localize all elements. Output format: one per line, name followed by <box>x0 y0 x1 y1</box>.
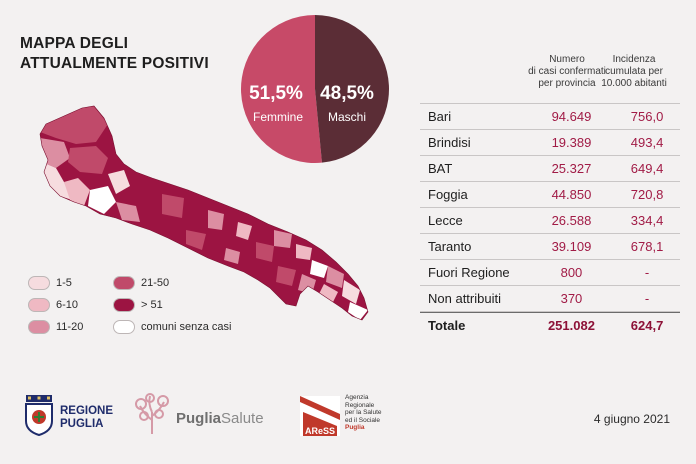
legend-swatch <box>113 320 135 334</box>
map-area <box>276 266 296 286</box>
map-area <box>256 242 274 262</box>
map-area <box>108 170 130 194</box>
province-table: Bari 94.649 756,0 Brindisi 19.389 493,4 BAT 2… <box>420 103 680 338</box>
title-line-2: ATTUALMENTE POSITIVI <box>20 55 209 72</box>
map-area <box>318 284 338 304</box>
aress-text: Agenzia Regionale per la Salute ed il So… <box>345 394 382 431</box>
gender-pie-chart: 51,5% Femmine 48,5% Maschi <box>241 15 390 163</box>
map-area <box>274 230 292 248</box>
legend-item-no-cases: comuni senza casi <box>113 320 232 334</box>
map-area <box>326 266 344 288</box>
column-header-cases: Numero di casi confermati per provincia <box>528 54 606 89</box>
legend-item-over-51: > 51 <box>113 298 163 312</box>
report-date: 4 giugno 2021 <box>593 412 670 426</box>
legend-item-11-20: 11-20 <box>28 320 83 334</box>
legend-item-1-5: 1-5 <box>28 276 72 290</box>
map-area <box>236 222 252 240</box>
puglia-salute-text: PugliaSalute <box>176 410 264 427</box>
map-area <box>296 244 312 260</box>
aress-mark-icon: AReSS <box>300 396 340 436</box>
svg-text:AReSS: AReSS <box>305 426 335 436</box>
map-area <box>342 280 360 304</box>
map-region-outline <box>39 105 369 321</box>
regione-puglia-logo: REGIONE PUGLIA <box>22 393 113 442</box>
pie-slice-femmine <box>241 15 322 163</box>
legend-item-6-10: 6-10 <box>28 298 78 312</box>
map-area <box>208 210 224 230</box>
table-row: Non attribuiti 370- <box>420 286 680 312</box>
map-municipalities <box>40 106 368 320</box>
map-region-base <box>40 106 368 320</box>
table-row: Taranto 39.109 678,1 <box>420 234 680 260</box>
table-row: Bari 94.649 756,0 <box>420 104 680 130</box>
legend-swatch <box>28 320 50 334</box>
pie-label-maschi: Maschi <box>328 110 366 124</box>
column-header-incidence: Incidenza cumulata per 10.000 abitanti <box>601 54 667 89</box>
regione-puglia-crest-icon <box>25 395 53 437</box>
map-area <box>116 202 140 222</box>
aress-logo: AReSS Agenzia Regionale per la Salute ed… <box>299 392 382 443</box>
puglia-salute-logo: PugliaSalute <box>132 392 264 441</box>
table-total-row: Totale 251.082 624,7 <box>420 312 680 338</box>
map-area <box>64 178 90 206</box>
map-area <box>40 106 108 144</box>
map-area <box>68 146 108 174</box>
map-title: MAPPA DEGLI ATTUALMENTE POSITIVI <box>20 34 209 74</box>
pie-slice-maschi <box>315 15 390 163</box>
table-row: Foggia 44.850 720,8 <box>420 182 680 208</box>
table-row: Lecce 26.588 334,4 <box>420 208 680 234</box>
legend-item-21-50: 21-50 <box>113 276 169 290</box>
map-area <box>42 162 72 200</box>
map-area <box>162 194 184 218</box>
legend-swatch <box>113 276 135 290</box>
table-row: Brindisi 19.389 493,4 <box>420 130 680 156</box>
legend-swatch <box>28 276 50 290</box>
legend-swatch <box>113 298 135 312</box>
map-area <box>186 230 206 250</box>
table-row: BAT 25.327 649,4 <box>420 156 680 182</box>
map-area <box>88 186 116 214</box>
pie-label-femmine: Femmine <box>253 110 303 124</box>
map-area <box>348 302 368 320</box>
title-line-1: MAPPA DEGLI <box>20 35 129 52</box>
tree-icon <box>135 393 169 434</box>
map-area <box>224 248 240 264</box>
map-area <box>310 260 328 278</box>
pie-percent-maschi: 48,5% <box>320 83 374 104</box>
legend-swatch <box>28 298 50 312</box>
table-row: Fuori Regione 800- <box>420 260 680 286</box>
puglia-choropleth-map <box>39 105 369 321</box>
regione-puglia-text: REGIONE PUGLIA <box>60 405 114 430</box>
pie-percent-femmine: 51,5% <box>249 83 303 104</box>
